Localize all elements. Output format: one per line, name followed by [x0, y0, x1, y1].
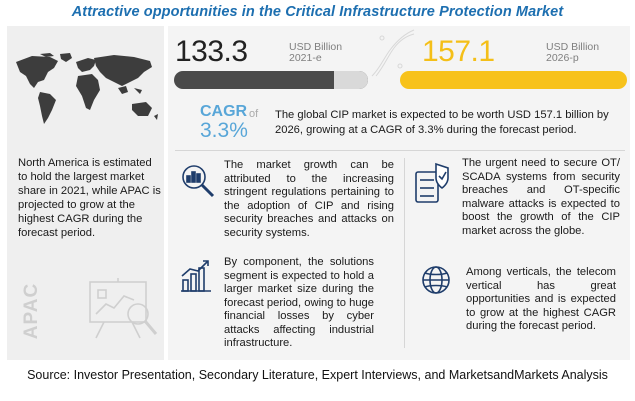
globe-icon	[422, 266, 450, 294]
cagr-of-label: of	[249, 108, 259, 120]
market-value-2021: 133.3	[175, 35, 248, 68]
unit-label-2026: USD Billion	[546, 41, 600, 53]
regional-summary: North America is estimated to hold the l…	[18, 157, 161, 239]
insight-regulations: The market growth can be attributed to t…	[224, 159, 394, 239]
analytics-board-icon	[89, 278, 158, 339]
decorative-wave-icon	[371, 29, 415, 77]
cagr-value: 3.3%	[200, 119, 248, 142]
cagr-label: CAGR	[200, 103, 248, 120]
year-label-2026: 2026-p	[546, 52, 579, 64]
cagr-description: The global CIP market is expected to be …	[275, 109, 609, 136]
market-value-2026: 157.1	[422, 35, 495, 68]
market-bar-2026	[400, 71, 627, 89]
apac-label: APAC	[21, 282, 42, 340]
unit-2026: USD Billion 2026-p	[546, 42, 599, 64]
market-bar-2021	[174, 71, 368, 89]
insight-telecom-vertical: Among verticals, the telecom vertical ha…	[466, 266, 616, 332]
unit-2021: USD Billion 2021-e	[289, 42, 342, 64]
bar-chart-icon	[181, 260, 211, 292]
year-label-2021: 2021-e	[289, 52, 322, 64]
insight-solutions-segment: By component, the solutions segment is e…	[224, 256, 374, 349]
divider-horizontal	[175, 150, 625, 151]
insight-ot-scada: The urgent need to secure OT/ SCADA syst…	[462, 157, 620, 237]
source-note: Source: Investor Presentation, Secondary…	[27, 368, 608, 382]
market-bar-2021-gap	[334, 71, 368, 89]
unit-label-2021: USD Billion	[289, 41, 343, 53]
security-server-icon	[415, 162, 449, 203]
magnifier-chart-icon	[182, 165, 215, 198]
divider-vertical	[404, 158, 405, 348]
page-title: Attractive opportunities in the Critical…	[71, 4, 564, 20]
world-map-icon	[16, 53, 158, 124]
